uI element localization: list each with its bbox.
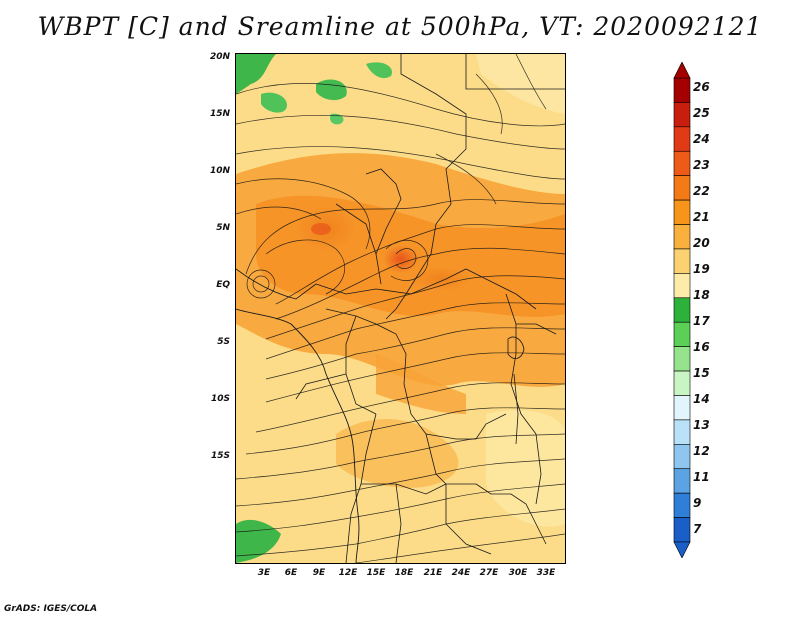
- x-tick-label: 15E: [366, 568, 386, 578]
- y-tick-label: 10S: [210, 394, 230, 404]
- colorbar-label: 13: [693, 418, 710, 432]
- colorbar-segment: [673, 346, 691, 372]
- colorbar-segment: [673, 419, 691, 445]
- colorbar-segment: [673, 126, 691, 152]
- colorbar-bottom-arrow: [673, 541, 691, 558]
- y-tick-label: 15N: [209, 109, 230, 119]
- y-tick-label: 5S: [217, 337, 230, 347]
- colorbar-segment: [673, 199, 691, 225]
- colorbar-segment: [673, 492, 691, 518]
- y-tick-label: 20N: [209, 52, 230, 62]
- x-tick-label: 12E: [338, 568, 358, 578]
- x-tick-label: 21E: [423, 568, 443, 578]
- x-tick-label: 18E: [394, 568, 414, 578]
- colorbar-label: 7: [693, 522, 702, 536]
- map-panel: [235, 53, 566, 564]
- colorbar-segment: [673, 175, 691, 201]
- colorbar-segment: [673, 102, 691, 128]
- colorbar-label: 12: [693, 444, 710, 458]
- map-title: WBPT [C] and Sreamline at 500hPa, VT: 20…: [37, 12, 763, 41]
- colorbar-label: 23: [693, 158, 710, 172]
- x-tick-label: 6E: [284, 568, 298, 578]
- colorbar-label: 21: [693, 210, 710, 224]
- colorbar-label: 19: [693, 262, 710, 276]
- colorbar-label: 14: [693, 392, 710, 406]
- y-tick-label: 5N: [216, 223, 230, 233]
- footer-credit: GrADS: IGES/COLA: [4, 604, 98, 614]
- colorbar-label: 26: [693, 80, 710, 94]
- colorbar-segment: [673, 248, 691, 274]
- x-tick-label: 9E: [312, 568, 326, 578]
- colorbar-segment: [673, 224, 691, 250]
- y-tick-label: 10N: [209, 166, 230, 176]
- colorbar-label: 25: [693, 106, 710, 120]
- colorbar-segment: [673, 321, 691, 347]
- colorbar-segment: [673, 370, 691, 396]
- colorbar-segment: [673, 517, 691, 543]
- colorbar-label: 18: [693, 288, 710, 302]
- x-tick-label: 30E: [508, 568, 528, 578]
- colorbar-segment: [673, 468, 691, 494]
- colorbar-segment: [673, 273, 691, 299]
- streamline-group: [236, 54, 565, 563]
- colorbar-label: 17: [693, 314, 710, 328]
- colorbar-label: 16: [693, 340, 710, 354]
- colorbar-label: 20: [693, 236, 710, 250]
- colorbar-label: 22: [693, 184, 710, 198]
- y-tick-label: EQ: [216, 280, 230, 290]
- x-tick-label: 33E: [536, 568, 556, 578]
- x-tick-label: 24E: [451, 568, 471, 578]
- y-tick-label: 15S: [210, 451, 230, 461]
- colorbar-segment: [673, 150, 691, 176]
- colorbar-top-arrow: [673, 62, 691, 79]
- x-tick-label: 3E: [257, 568, 271, 578]
- colorbar-label: 15: [693, 366, 710, 380]
- colorbar-segment: [673, 444, 691, 470]
- colorbar-segment: [673, 297, 691, 323]
- colorbar-label: 11: [693, 470, 710, 484]
- colorbar: [673, 62, 691, 558]
- colorbar-segment: [673, 395, 691, 421]
- wbpt-field: [236, 54, 565, 563]
- colorbar-segment: [673, 77, 691, 103]
- x-tick-label: 27E: [479, 568, 499, 578]
- colorbar-label: 9: [693, 496, 702, 510]
- colorbar-label: 24: [693, 132, 710, 146]
